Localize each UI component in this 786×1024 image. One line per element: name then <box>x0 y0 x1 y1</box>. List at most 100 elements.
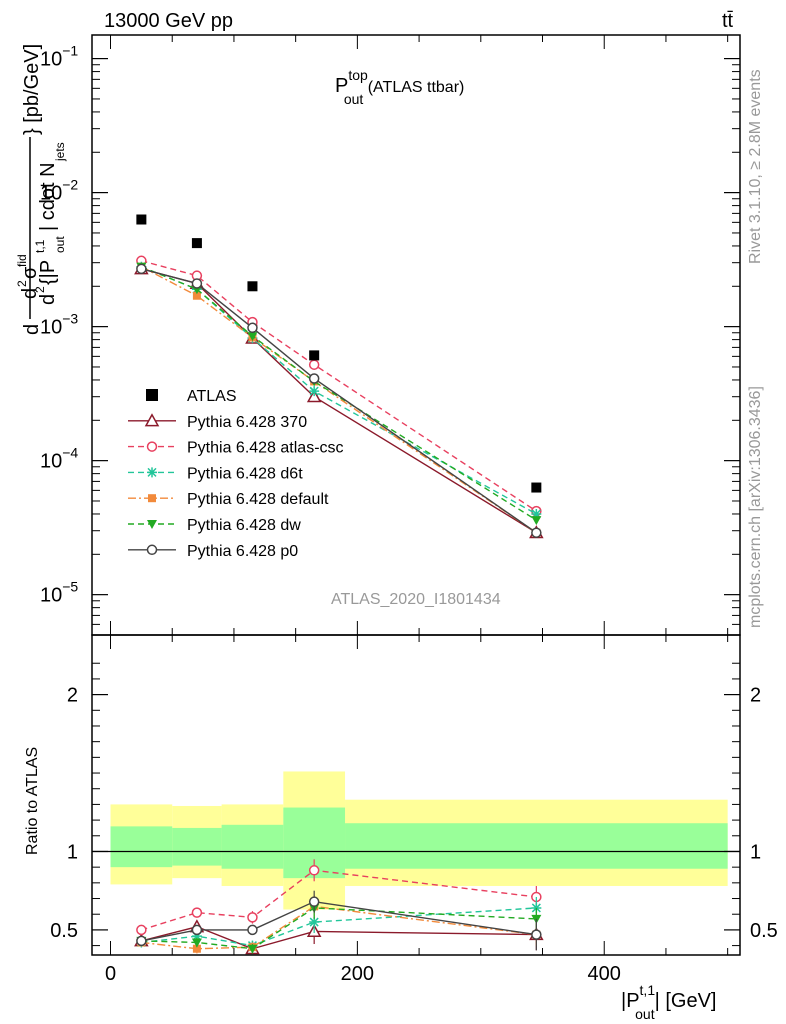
ratio-series-line <box>141 905 537 950</box>
ratio-y-tick-label-right: 1 <box>750 841 761 863</box>
x-tick-label: 400 <box>588 963 621 985</box>
y-tick-label: 10−1 <box>40 43 78 71</box>
analysis-id: ATLAS_2020_I1801434 <box>331 591 501 608</box>
legend-label: Pythia 6.428 dw <box>187 517 301 534</box>
ratio-y-tick-label-right: 0.5 <box>750 920 778 942</box>
legend-entry: Pythia 6.428 d6t <box>128 465 303 482</box>
rivet-label: Rivet 3.1.10, ≥ 2.8M events <box>747 69 764 264</box>
legend-swatch-marker <box>146 441 158 452</box>
atlas-data-point <box>247 281 258 292</box>
main-ylabel: d d 2 σ fid d 2 {|P t,1 out | cdot N jet… <box>15 44 67 335</box>
series-marker <box>309 386 320 397</box>
svg-text:d: d <box>37 294 59 305</box>
x-tick-label: 200 <box>341 963 374 985</box>
series-marker <box>308 373 320 384</box>
series-marker <box>531 527 542 538</box>
ratio-marker <box>191 924 203 936</box>
atlas-data-point <box>531 482 542 493</box>
y-tick-label: 10−5 <box>40 579 78 607</box>
series-line <box>141 260 537 512</box>
series-marker <box>531 516 542 526</box>
svg-text:jets: jets <box>53 142 67 162</box>
ratio-axis-ticks: 0.5 0.5 1 1 2 2 0 200 400 <box>50 635 778 985</box>
ratio-y-tick-label: 2 <box>67 685 78 707</box>
y-tick-label: 10−2 <box>40 177 78 205</box>
series-marker <box>192 291 201 300</box>
series-marker <box>191 278 203 289</box>
band-stat-uncertainty <box>172 827 222 866</box>
series-marker <box>136 263 147 275</box>
y-tick-label: 10−4 <box>40 445 78 473</box>
legend-entry: Pythia 6.428 atlas-csc <box>128 440 344 457</box>
legend-swatch-marker <box>144 413 160 427</box>
collision-label: 13000 GeV pp <box>104 10 233 32</box>
ratio-marker <box>191 907 203 918</box>
ratio-marker <box>247 912 258 923</box>
legend-entry: Pythia 6.428 default <box>128 491 329 508</box>
svg-text:out: out <box>53 236 67 253</box>
legend-entry: Pythia 6.428 370 <box>128 413 307 431</box>
svg-text:} [pb/GeV]: } [pb/GeV] <box>21 44 43 135</box>
data-points-layer <box>136 214 542 493</box>
ratio-marker <box>308 896 320 907</box>
ratio-marker <box>191 938 202 948</box>
band-stat-uncertainty <box>110 826 173 868</box>
legend-label: Pythia 6.428 default <box>187 491 329 508</box>
ratio-marker <box>136 935 147 947</box>
legend-swatch-marker <box>146 544 158 556</box>
legend-label: Pythia 6.428 atlas-csc <box>187 440 344 457</box>
svg-text:2: 2 <box>15 280 29 287</box>
svg-text:fid: fid <box>15 254 29 267</box>
ratio-marker <box>309 917 320 928</box>
legend-swatch-marker <box>147 467 157 478</box>
ratio-marker <box>531 929 542 940</box>
legend-swatch <box>146 389 158 401</box>
band-stat-uncertainty <box>221 824 284 869</box>
ratio-marker <box>136 924 147 936</box>
svg-text:| cdot N: | cdot N <box>37 162 59 231</box>
atlas-data-point <box>136 214 147 225</box>
legend-label: ATLAS <box>187 388 237 405</box>
series-marker <box>531 508 542 519</box>
svg-text:t,1: t,1 <box>33 239 47 253</box>
legend: ATLAS Pythia 6.428 370 Pythia 6.428 atlas-… <box>128 388 344 560</box>
band-stat-uncertainty <box>345 823 728 869</box>
legend-entry: ATLAS <box>146 388 237 405</box>
atlas-data-point <box>191 238 202 249</box>
ratio-marker <box>192 944 201 953</box>
ratio-y-tick-label-right: 2 <box>750 685 761 707</box>
main-plot-panel: 10−1 10−2 10−3 10−4 10−5 Ptop out (ATLAS ttba… <box>15 34 741 636</box>
ratio-y-tick-label: 0.5 <box>50 920 78 942</box>
legend-label: Pythia 6.428 d6t <box>187 465 303 482</box>
ratio-marker <box>247 944 258 954</box>
series-marker <box>308 359 320 370</box>
svg-text:{|P: {|P <box>37 260 59 285</box>
svg-text:2: 2 <box>33 286 47 293</box>
plot-title: Ptop out (ATLAS ttbar) <box>335 67 464 107</box>
process-label: tt̄ <box>722 10 734 32</box>
ratio-marker <box>531 902 542 913</box>
series-marker <box>247 322 258 334</box>
series-marker <box>247 332 258 342</box>
y-tick-label: 10−3 <box>40 311 78 339</box>
legend-entry: Pythia 6.428 p0 <box>128 543 298 560</box>
ratio-marker <box>247 924 258 936</box>
legend-entry: Pythia 6.428 dw <box>128 517 301 534</box>
legend-swatch-marker <box>148 494 156 503</box>
ratio-y-tick-label: 1 <box>67 841 78 863</box>
ratio-marker <box>191 931 202 942</box>
ratio-series-layer <box>134 859 544 955</box>
x-tick-label: 0 <box>105 963 116 985</box>
ratio-ylabel: Ratio to ATLAS <box>24 747 41 855</box>
atlas-data-point <box>309 350 320 361</box>
mcplots-label: mcplots.cern.ch [arXiv:1306.3436] <box>747 386 764 628</box>
legend-swatch-marker <box>147 520 157 529</box>
ratio-marker <box>308 865 320 876</box>
ratio-uncertainty-bands <box>92 771 740 910</box>
svg-text:d: d <box>21 324 43 335</box>
main-axis-ticks: 10−1 10−2 10−3 10−4 10−5 <box>40 35 740 635</box>
ratio-plot-panel: 0.5 0.5 1 1 2 2 0 200 400 Ratio to ATLAS |Pt,1 ou… <box>24 634 778 1022</box>
legend-label: Pythia 6.428 370 <box>187 414 307 431</box>
ratio-plot-frame <box>91 634 741 956</box>
